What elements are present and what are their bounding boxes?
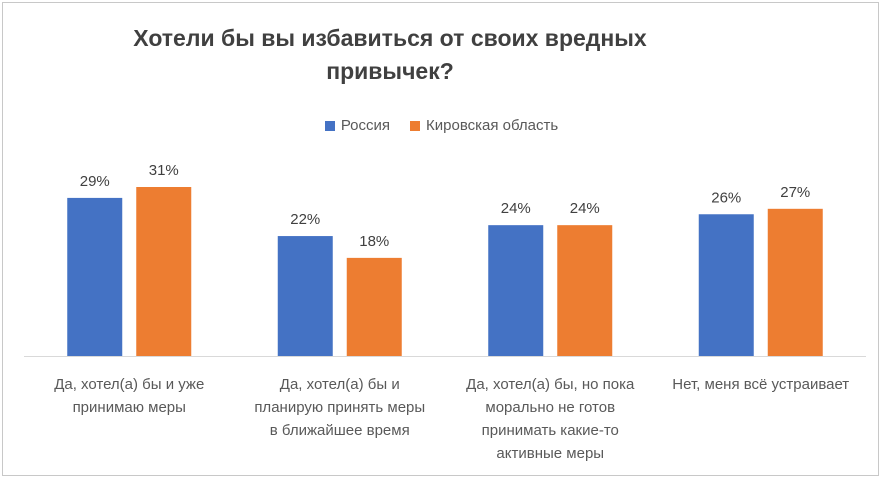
legend-label-kirov: Кировская область (426, 117, 559, 134)
legend-item-kirov: Кировская область (410, 117, 558, 134)
bar-russia-0 (67, 197, 123, 356)
bar-russia-3 (698, 214, 754, 356)
data-label-russia-3: 26% (711, 189, 741, 206)
category-label-3-line-0: Нет, меня всё устраивает (672, 376, 849, 393)
data-label-russia-2: 24% (501, 200, 531, 217)
bar-kirov-1 (346, 257, 402, 356)
category-label-1-line-2: в ближайшее время (270, 422, 410, 439)
data-label-kirov-2: 24% (570, 200, 600, 217)
chart-legend: Россия Кировская область (0, 117, 883, 134)
bar-russia-1 (277, 236, 333, 356)
category-label-1-line-1: планирую принять меры (254, 399, 425, 416)
category-label-0-line-1: принимаю меры (73, 399, 186, 416)
category-label-0-line-0: Да, хотел(а) бы и уже (54, 376, 204, 393)
legend-swatch-russia (324, 120, 335, 131)
category-label-1-line-0: Да, хотел(а) бы и (280, 376, 400, 393)
legend-item-russia: Россия (324, 117, 391, 134)
legend-label-russia: Россия (340, 117, 391, 134)
data-label-kirov-1: 18% (359, 233, 389, 250)
bar-russia-2 (488, 225, 544, 356)
legend-swatch-kirov (410, 120, 421, 131)
data-label-kirov-3: 27% (780, 184, 810, 201)
bar-kirov-3 (767, 208, 823, 356)
data-label-kirov-0: 31% (149, 162, 179, 179)
category-label-2-line-1: морально не готов (485, 399, 615, 416)
category-label-2-line-2: принимать какие-то (482, 422, 619, 439)
bar-kirov-0 (136, 187, 192, 356)
bar-kirov-2 (557, 225, 613, 356)
data-label-russia-0: 29% (80, 173, 110, 190)
chart-title: Хотели бы вы избавиться от своих вредных… (133, 25, 647, 84)
category-label-2-line-3: активные меры (496, 445, 604, 462)
category-label-2-line-0: Да, хотел(а) бы, но пока (466, 376, 635, 393)
data-label-russia-1: 22% (290, 211, 320, 228)
